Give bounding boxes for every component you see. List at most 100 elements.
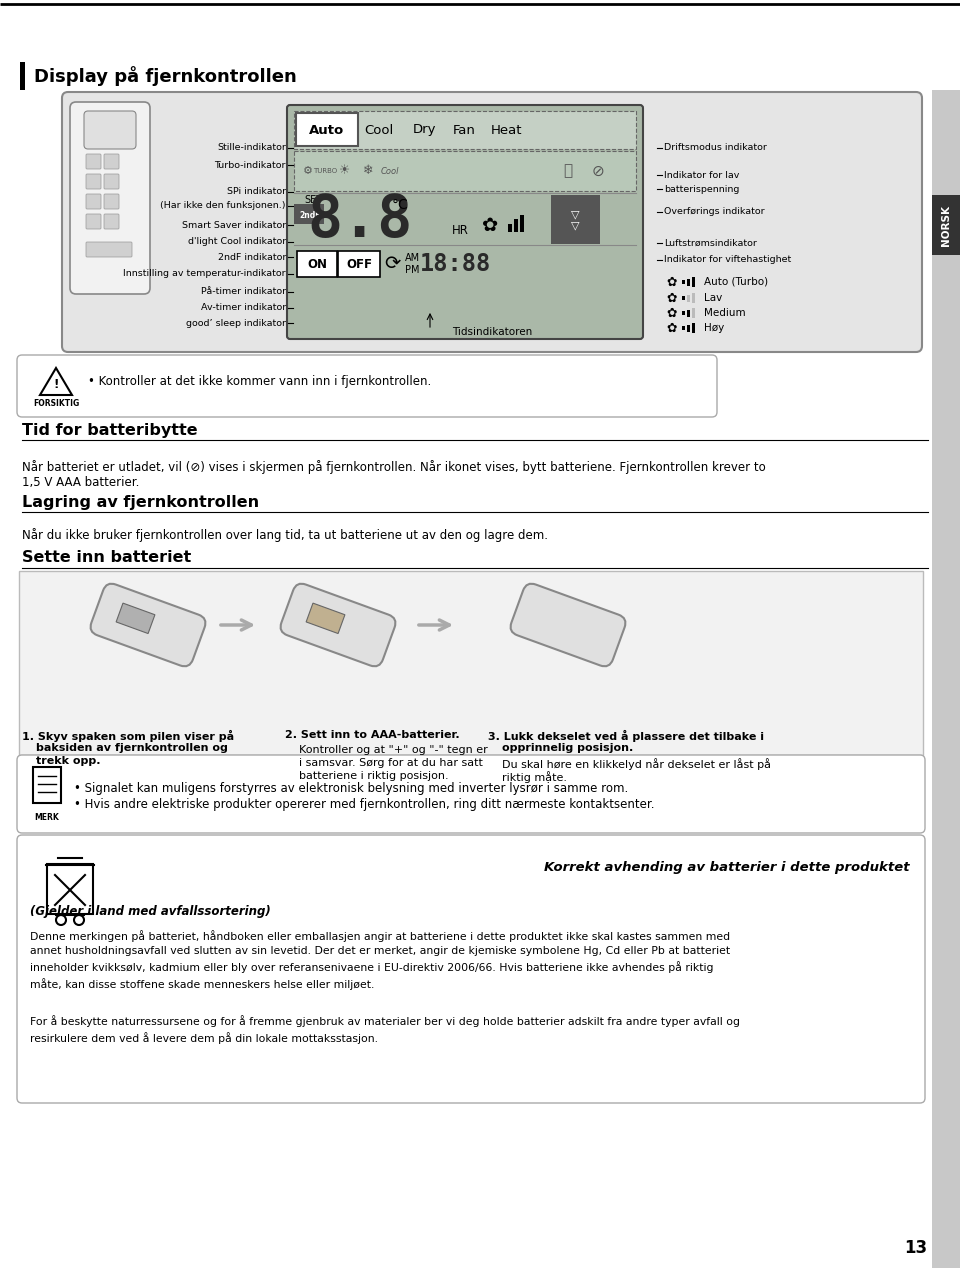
FancyBboxPatch shape: [20, 62, 25, 90]
Text: Smart Saver indikator: Smart Saver indikator: [181, 221, 286, 230]
Text: 2ndF: 2ndF: [300, 210, 321, 219]
FancyBboxPatch shape: [47, 864, 93, 914]
Text: riktig måte.: riktig måte.: [502, 771, 567, 782]
Text: Innstilling av temperatur-indikator: Innstilling av temperatur-indikator: [124, 270, 286, 279]
FancyBboxPatch shape: [294, 204, 324, 224]
Text: Sette inn batteriet: Sette inn batteriet: [22, 550, 191, 566]
Text: Display på fjernkontrollen: Display på fjernkontrollen: [34, 66, 297, 86]
Text: På-timer indikator: På-timer indikator: [201, 288, 286, 297]
Text: good’ sleep indikator: good’ sleep indikator: [186, 318, 286, 327]
Text: AM: AM: [404, 254, 420, 262]
Text: Medium: Medium: [704, 308, 746, 318]
Text: ✿: ✿: [667, 322, 677, 335]
Text: ON: ON: [307, 257, 327, 270]
Text: ✿: ✿: [667, 275, 677, 289]
Text: (Har ikke den funksjonen.): (Har ikke den funksjonen.): [160, 202, 286, 210]
Text: Høy: Høy: [704, 323, 724, 333]
FancyBboxPatch shape: [511, 583, 626, 666]
FancyBboxPatch shape: [682, 326, 685, 330]
FancyBboxPatch shape: [932, 90, 960, 1268]
FancyBboxPatch shape: [84, 112, 136, 150]
FancyBboxPatch shape: [692, 276, 695, 287]
Text: Auto: Auto: [309, 123, 345, 137]
FancyBboxPatch shape: [551, 195, 600, 243]
Text: Dry: Dry: [412, 123, 436, 137]
Text: SET: SET: [304, 195, 323, 205]
Text: i samsvar. Sørg for at du har satt: i samsvar. Sørg for at du har satt: [299, 758, 483, 768]
Text: Denne merkingen på batteriet, håndboken eller emballasjen angir at batteriene i : Denne merkingen på batteriet, håndboken …: [30, 929, 731, 989]
Text: Auto (Turbo): Auto (Turbo): [704, 276, 768, 287]
FancyBboxPatch shape: [86, 194, 101, 209]
Text: batteriene i riktig posisjon.: batteriene i riktig posisjon.: [299, 771, 448, 781]
Text: Indikator for lav: Indikator for lav: [664, 170, 739, 180]
FancyBboxPatch shape: [280, 583, 396, 666]
FancyBboxPatch shape: [33, 767, 61, 803]
Text: 18:88: 18:88: [420, 252, 491, 276]
FancyBboxPatch shape: [90, 583, 205, 666]
FancyBboxPatch shape: [687, 294, 690, 302]
Text: Kontroller og at "+" og "-" tegn er: Kontroller og at "+" og "-" tegn er: [299, 746, 488, 754]
FancyBboxPatch shape: [86, 242, 132, 257]
Text: Tidsindikatoren: Tidsindikatoren: [452, 327, 532, 337]
Text: 13: 13: [904, 1239, 927, 1257]
Text: HR: HR: [451, 223, 468, 237]
FancyBboxPatch shape: [294, 151, 636, 191]
Text: °C: °C: [392, 198, 408, 212]
Text: ☀: ☀: [340, 165, 350, 178]
Text: Cool: Cool: [381, 166, 399, 175]
FancyBboxPatch shape: [682, 295, 685, 301]
FancyBboxPatch shape: [514, 219, 518, 232]
FancyBboxPatch shape: [508, 224, 512, 232]
Text: Tid for batteribytte: Tid for batteribytte: [22, 422, 198, 437]
Text: opprinnelig posisjon.: opprinnelig posisjon.: [502, 743, 634, 753]
Text: • Hvis andre elektriske produkter opererer med fjernkontrollen, ring ditt nærmes: • Hvis andre elektriske produkter operer…: [74, 798, 655, 812]
Text: Korrekt avhending av batterier i dette produktet: Korrekt avhending av batterier i dette p…: [544, 861, 910, 875]
FancyBboxPatch shape: [17, 355, 717, 417]
FancyBboxPatch shape: [17, 836, 925, 1103]
FancyBboxPatch shape: [306, 604, 345, 634]
FancyBboxPatch shape: [296, 113, 358, 146]
Text: 3. Lukk dekselet ved å plassere det tilbake i: 3. Lukk dekselet ved å plassere det tilb…: [488, 730, 764, 742]
Text: 2. Sett inn to AAA-batterier.: 2. Sett inn to AAA-batterier.: [285, 730, 460, 741]
Text: OFF: OFF: [346, 257, 372, 270]
FancyBboxPatch shape: [287, 105, 643, 339]
Text: batterispenning: batterispenning: [664, 185, 739, 194]
Text: ⟳: ⟳: [384, 255, 400, 274]
Text: ⚙: ⚙: [303, 166, 313, 176]
FancyBboxPatch shape: [62, 93, 922, 353]
FancyBboxPatch shape: [692, 323, 695, 333]
Text: ❄: ❄: [363, 165, 373, 178]
Text: Lav: Lav: [704, 293, 722, 303]
FancyBboxPatch shape: [297, 251, 337, 276]
FancyBboxPatch shape: [116, 604, 155, 634]
Text: SPi indikator: SPi indikator: [227, 188, 286, 197]
FancyBboxPatch shape: [104, 214, 119, 230]
Text: • Signalet kan muligens forstyrres av elektronisk belysning med inverter lysrør : • Signalet kan muligens forstyrres av el…: [74, 782, 628, 795]
Text: ▽
▽: ▽ ▽: [571, 209, 579, 231]
Text: Indikator for viftehastighet: Indikator for viftehastighet: [664, 255, 791, 265]
FancyBboxPatch shape: [682, 280, 685, 284]
FancyBboxPatch shape: [338, 251, 380, 276]
Text: d'light Cool indikator: d'light Cool indikator: [188, 237, 286, 246]
Text: ⊘: ⊘: [591, 164, 605, 179]
Text: Luftstrømsindikator: Luftstrømsindikator: [664, 238, 756, 247]
Text: Av-timer indikator: Av-timer indikator: [201, 303, 286, 312]
Text: 1. Skyv spaken som pilen viser på: 1. Skyv spaken som pilen viser på: [22, 730, 234, 742]
Text: 2ndF indikator: 2ndF indikator: [218, 252, 286, 261]
FancyBboxPatch shape: [687, 279, 690, 285]
Text: ✿: ✿: [667, 307, 677, 320]
Text: !: !: [54, 379, 59, 392]
Text: Når du ikke bruker fjernkontrollen over lang tid, ta ut batteriene ut av den og : Når du ikke bruker fjernkontrollen over …: [22, 527, 548, 541]
Text: NORSK: NORSK: [941, 204, 951, 246]
Text: Overførings indikator: Overførings indikator: [664, 208, 764, 217]
Text: TURBO: TURBO: [313, 167, 337, 174]
Text: • Kontroller at det ikke kommer vann inn i fjernkontrollen.: • Kontroller at det ikke kommer vann inn…: [88, 375, 431, 388]
Text: Turbo-indikator: Turbo-indikator: [214, 161, 286, 170]
FancyBboxPatch shape: [86, 214, 101, 230]
FancyBboxPatch shape: [70, 101, 150, 294]
Text: PM: PM: [405, 265, 420, 275]
FancyBboxPatch shape: [86, 153, 101, 169]
Text: Stille-indikator: Stille-indikator: [217, 143, 286, 152]
FancyBboxPatch shape: [687, 309, 690, 317]
Text: baksiden av fjernkontrollen og: baksiden av fjernkontrollen og: [36, 743, 228, 753]
